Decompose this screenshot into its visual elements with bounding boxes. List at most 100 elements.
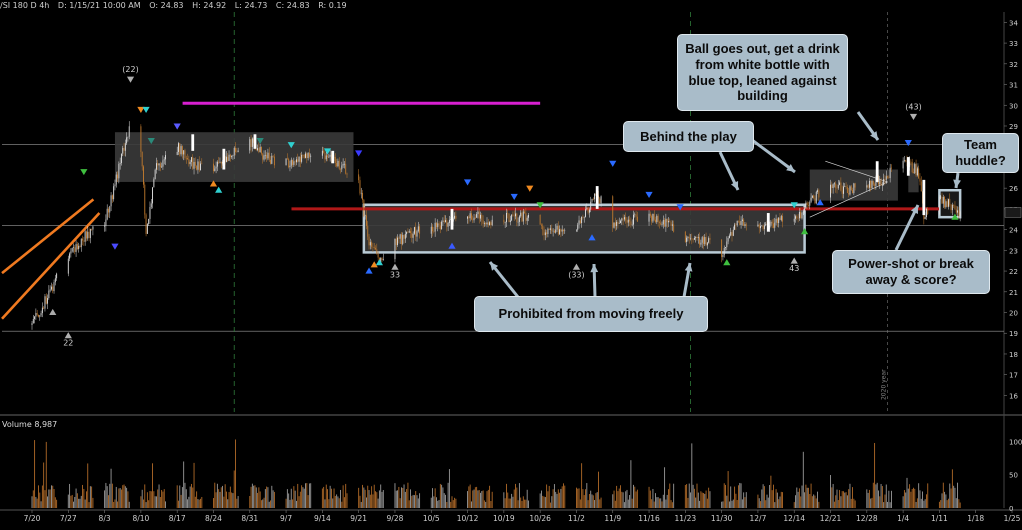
volume-bar — [693, 488, 695, 508]
candle-body — [868, 180, 870, 188]
volume-bar — [297, 483, 299, 508]
candle-body — [362, 192, 364, 200]
candle-body — [67, 258, 69, 274]
volume-bar — [143, 499, 144, 508]
candle-body — [83, 240, 85, 242]
volume-bar — [232, 493, 234, 508]
volume-bar — [144, 484, 146, 508]
candle-body — [375, 247, 376, 250]
volume-bar — [811, 496, 813, 508]
candle-body — [726, 241, 728, 248]
volume-bar — [721, 501, 723, 508]
candle-body — [957, 210, 959, 213]
candle-body — [940, 196, 942, 198]
candle-body — [881, 185, 883, 186]
candle-body — [196, 165, 198, 170]
volume-bar — [958, 499, 960, 508]
volume-bar — [883, 502, 885, 508]
volume-bar — [867, 492, 869, 508]
candle-body — [844, 186, 846, 187]
volume-bar — [739, 482, 741, 508]
signal-marker — [323, 148, 332, 155]
volume-bar — [362, 484, 364, 508]
volume-bar — [818, 501, 820, 508]
candle-body — [504, 222, 506, 223]
arrow-ball-out — [856, 111, 880, 141]
candle-body — [732, 229, 734, 236]
price-tick-label: 16 — [1009, 392, 1018, 400]
candle-body — [776, 218, 778, 224]
volume-bar — [734, 486, 736, 508]
volume-bar — [325, 484, 327, 508]
candle-body — [763, 225, 765, 230]
volume-bar — [321, 488, 323, 508]
signal-marker — [215, 186, 223, 193]
time-tick-label: 8/3 — [99, 514, 111, 523]
candle-body — [126, 137, 128, 144]
volume-bar — [561, 486, 563, 508]
candle-body — [181, 146, 183, 155]
candle-body — [959, 211, 961, 217]
candle-body — [883, 178, 885, 186]
candle-body — [69, 253, 71, 259]
price-tick-label: 34 — [1009, 19, 1018, 27]
candle-body — [802, 212, 804, 214]
candle-body — [334, 157, 336, 164]
volume-bar — [198, 499, 200, 508]
volume-bar — [38, 485, 39, 508]
volume-bar — [152, 463, 154, 508]
candle-body — [250, 139, 252, 147]
volume-bar — [76, 493, 78, 508]
candle-body — [310, 155, 312, 157]
candle-body — [631, 224, 633, 226]
volume-bar — [47, 496, 49, 508]
candle-body — [583, 216, 585, 218]
volume-bar — [163, 489, 165, 508]
candle-body — [197, 161, 199, 170]
price-tick-label: 32 — [1009, 61, 1018, 69]
candle-body — [958, 210, 960, 217]
count-33-paren-marker — [572, 263, 581, 270]
volume-bar — [622, 492, 624, 508]
volume-bar — [688, 483, 690, 508]
volume-bar — [447, 482, 449, 508]
candle-body — [688, 236, 690, 239]
volume-bar — [123, 484, 125, 508]
count-43: 43 — [789, 264, 799, 273]
volume-bar — [36, 498, 38, 508]
volume-bar — [44, 490, 46, 508]
candle-body — [725, 247, 726, 249]
candle-body — [621, 218, 623, 221]
candle-body — [481, 214, 483, 221]
candle-body — [455, 215, 457, 219]
volume-bar — [367, 485, 369, 508]
volume-bar — [228, 492, 230, 508]
volume-bar — [140, 496, 142, 508]
candle-body — [293, 161, 295, 165]
candle-body — [780, 216, 782, 221]
volume-bar — [736, 499, 738, 508]
count-22-top: (22) — [122, 65, 138, 74]
candle-body — [507, 213, 509, 214]
volume-bar — [188, 496, 190, 508]
candle-body — [454, 215, 456, 219]
volume-bar — [271, 485, 273, 508]
candle-body — [467, 216, 469, 219]
volume-bar — [364, 489, 366, 508]
volume-bar — [515, 483, 516, 508]
candle-body — [771, 221, 773, 224]
candle-body — [744, 224, 746, 226]
volume-bar — [53, 489, 55, 508]
volume-bar — [365, 497, 367, 508]
candle-body — [446, 220, 448, 227]
candle-body — [198, 161, 200, 171]
volume-bar — [916, 498, 918, 508]
candle-body — [155, 163, 157, 170]
range-value: R: 0.19 — [318, 1, 347, 10]
volume-bar — [310, 483, 312, 508]
volume-bar — [778, 499, 780, 508]
volume-bar — [957, 482, 959, 508]
candle-body — [417, 226, 419, 232]
volume-bar — [612, 494, 614, 508]
volume-bar — [342, 485, 344, 508]
